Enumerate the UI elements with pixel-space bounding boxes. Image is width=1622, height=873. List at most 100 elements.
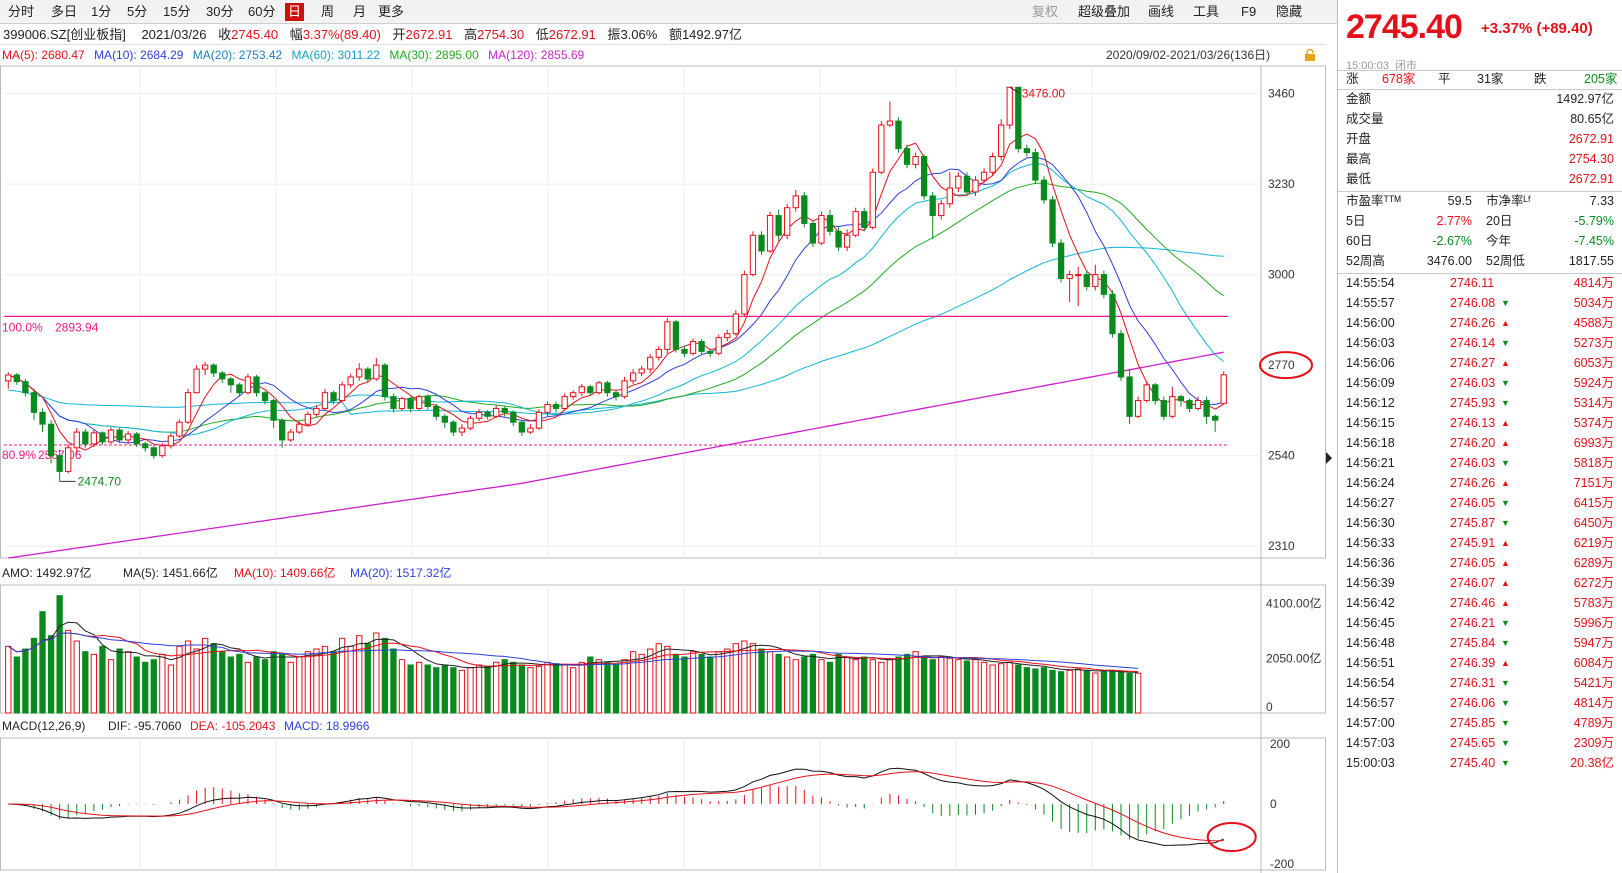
volume-bar [493,661,500,714]
collapse-arrow-icon[interactable] [1326,452,1332,464]
period-button-5[interactable]: 30分 [206,4,234,19]
volume-bar [707,656,714,714]
tick-volume: 20.38亿 [1570,756,1614,770]
candle-body [775,215,782,236]
period-button-3[interactable]: 5分 [127,4,148,19]
tick-price: 2745.87 [1450,516,1496,530]
dif-line [8,767,1224,846]
tool-button-5[interactable]: 隐藏 [1276,4,1303,19]
tick-row: 14:56:54 2746.31 ▼ 5421万 [1338,674,1618,693]
tool-button-3[interactable]: 工具 [1193,4,1220,19]
volume-bar [732,643,739,714]
stat-value: 2672.91 [1568,132,1614,146]
period-button-2[interactable]: 1分 [91,4,112,19]
valuation-label: 52周高 [1346,254,1385,268]
tool-button-2[interactable]: 画线 [1148,4,1175,19]
candle-body [5,374,12,382]
amo-ma10-legend: MA(10): 1409.66亿 [234,565,335,580]
tick-row: 14:56:48 2745.84 ▼ 5947万 [1338,634,1618,653]
volume-bar [895,656,902,714]
volume-bar [82,651,89,714]
tool-button-1[interactable]: 超级叠加 [1078,4,1131,19]
tool-button-0[interactable]: 复权 [1032,4,1059,19]
period-button-0[interactable]: 分时 [8,4,35,19]
volume-bar [484,665,491,714]
candle-body [843,234,851,248]
volume-bar [124,651,132,714]
volume-bar [869,659,876,714]
volume-bar [886,659,894,714]
period-button-8[interactable]: 周 [321,4,335,19]
tick-time: 14:56:18 [1346,436,1395,450]
ma20-legend: MA(20): 2753.42 [192,48,283,62]
period-button-9[interactable]: 月 [353,4,367,19]
ma30-line [8,182,1224,433]
arrow-up-icon: ▲ [1501,598,1510,608]
tick-time: 14:56:45 [1346,616,1395,630]
volume-bar [792,659,799,714]
tick-time: 14:56:21 [1346,456,1395,470]
period-button-4[interactable]: 15分 [163,4,191,19]
dif-legend: DIF: -95.7060 [108,719,182,733]
candle-body [1066,274,1073,280]
candle-body [878,124,885,173]
candle-body [236,384,243,394]
candle-body [475,411,483,419]
volume-bar [655,643,662,714]
volume-bar [330,651,337,714]
tick-row: 14:56:03 2746.14 ▼ 5273万 [1338,334,1618,353]
tick-row: 14:56:24 2746.26 ▲ 7151万 [1338,474,1618,493]
period-button-1[interactable]: 多日 [51,4,78,19]
candle-body [159,445,166,457]
valuation-value: -7.45% [1574,234,1614,248]
volume-bar [570,667,577,714]
panel-separator [1338,70,1622,71]
tick-time: 14:56:12 [1346,396,1395,410]
volume-bar [638,653,645,714]
candle-body [193,368,200,394]
candle-body [732,313,739,335]
tick-time: 14:56:06 [1346,356,1395,370]
candle-body [809,222,817,244]
volume-bar [929,659,936,714]
candle-body [1134,400,1142,417]
tick-row: 14:55:57 2746.08 ▼ 5034万 [1338,294,1618,313]
volume-bar [775,653,782,714]
arrow-up-icon: ▲ [1501,558,1510,568]
date-range-label: 2020/09/02-2021/03/26(136日) [1106,48,1271,62]
volume-bar [381,637,389,714]
arrow-up-icon: ▲ [1501,578,1510,588]
tick-price: 2746.13 [1450,416,1496,430]
tick-row: 14:56:00 2746.26 ▲ 4588万 [1338,314,1618,333]
candle-body [826,215,834,232]
period-button-10[interactable]: 更多 [378,4,405,19]
panel-separator [1338,273,1622,274]
volume-bar [1092,672,1099,714]
arrow-down-icon: ▼ [1501,638,1510,648]
period-button-6[interactable]: 60分 [248,4,276,19]
candle-body [1075,274,1082,277]
candle-body [886,120,894,126]
tick-price: 2746.07 [1450,576,1496,590]
tick-row: 14:56:06 2746.27 ▲ 6053万 [1338,354,1618,373]
volume-bar [424,664,431,714]
valuation-row: 市盈率ᵀᵀᴹ 59.5 市净率ᴸᶠ 7.33 [1338,192,1618,211]
arrow-down-icon: ▼ [1501,618,1510,628]
volume-bar [56,595,63,714]
volume-bar [861,656,868,714]
period-button-7[interactable]: 日 [285,3,305,21]
valuation-label: 20日 [1486,214,1513,228]
macd-axis-tick: -200 [1270,857,1294,871]
valuation-label: 52周低 [1486,254,1525,268]
volume-bar [39,611,46,714]
volume-panel-frame [0,584,1326,714]
candle-body [784,207,791,236]
tick-row: 14:56:57 2746.06 ▼ 4814万 [1338,694,1618,713]
tick-price: 2746.27 [1450,356,1496,370]
tick-row: 14:56:12 2745.93 ▼ 5314万 [1338,394,1618,413]
tool-button-4[interactable]: F9 [1241,4,1257,19]
lock-icon[interactable] [1304,49,1316,61]
volume-bar [938,656,945,714]
volume-bar [210,643,217,714]
